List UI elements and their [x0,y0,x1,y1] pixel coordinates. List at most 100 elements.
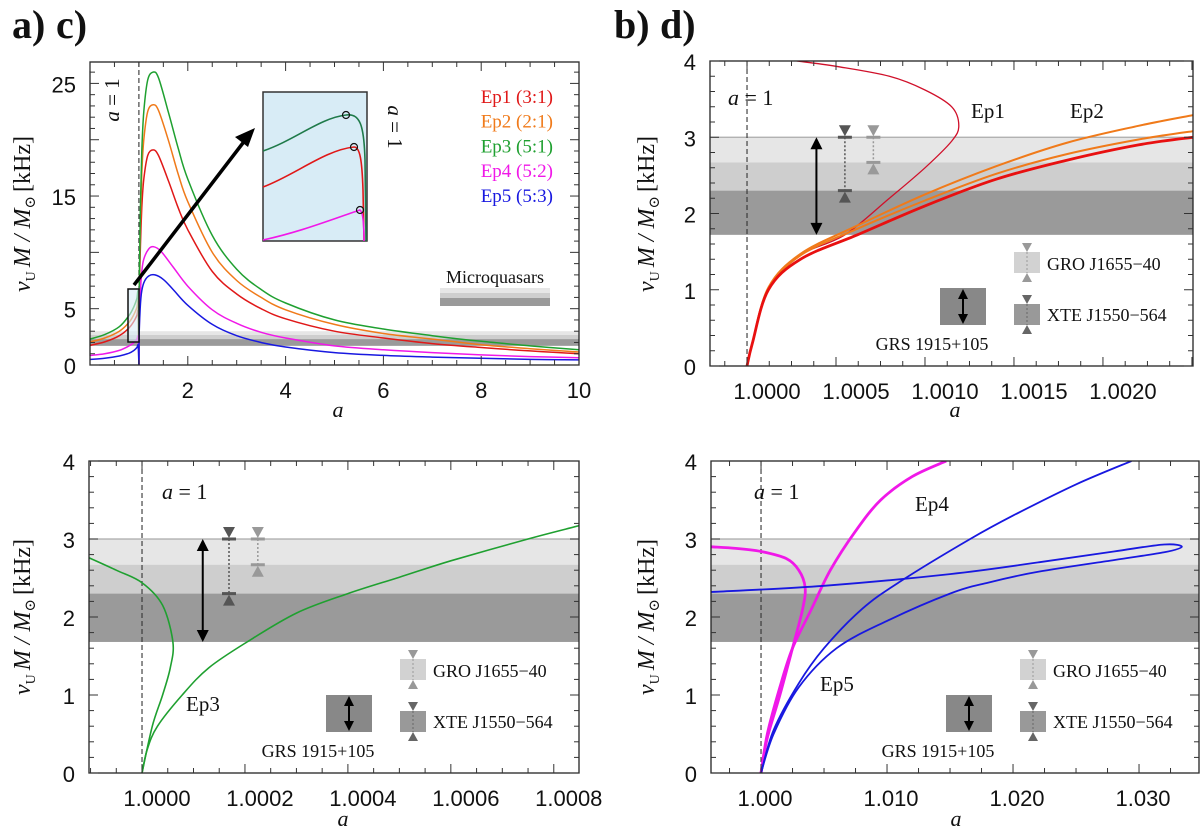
y-label-mass: M / M [634,207,660,269]
band-mid [90,334,579,340]
band-mid [89,564,579,594]
legend-entry-ep5: Ep5 (5:3) [481,186,553,207]
a1-label-rotated: a = 1 [100,78,124,121]
x-tick-label: 2 [182,378,194,403]
y-label-nu: ν [10,684,36,695]
y-label-mass: M / M [10,207,36,269]
panel-b: 1.0000 1.0005 1.0010 1.0015 1.0020 0 1 2 3 4 a νU M … [634,50,1194,422]
x-axis-label: a [950,397,961,422]
y-tick-label: 4 [63,450,75,475]
curve-label-ep3: Ep3 [186,692,220,716]
band-dark [710,190,1193,235]
legend-entry-ep3: Ep3 (5:1) [481,136,553,157]
x-tick-label: 1.010 [863,786,918,811]
panel-label-a: a) [12,2,45,47]
inset: a = 1 [262,91,407,242]
x-tick-label: 1.0010 [911,379,978,404]
curve-label-ep1: Ep1 [971,99,1005,123]
source-legend: GRO J1655−40 XTE J1550−564 GRS 1915+105 [262,650,553,761]
panel-labels: a) c) b) d) [12,2,696,47]
plot-area [711,461,1199,773]
a1-var: a [162,479,173,504]
obs-arrowhead-down [196,629,209,642]
legend-marker-up [1022,325,1032,334]
y-tick-label: 2 [684,203,696,228]
y-label-sun: ⊙ [647,196,663,209]
x-tick-label: 1.0006 [432,786,499,811]
series-line-ep5-seg1 [138,273,579,365]
legend-grs-arrowhead-up [344,696,354,706]
plot-area [90,62,579,365]
y-tick-label: 0 [64,354,76,379]
band-light [711,539,1199,565]
y-tick-label: 15 [52,185,76,210]
band-dark [711,593,1199,642]
panel-c: 1.0000 1.0002 1.0004 1.0006 1.0008 0 1 2 3 4 a νU M … [10,450,602,831]
y-label-unit: [kHz] [10,136,36,192]
band-mid [711,564,1199,594]
legend-grs-arrowhead-up [964,696,974,706]
x-tick-label: 1.0020 [1089,379,1156,404]
legend-entry-ep2: Ep2 (2:1) [481,112,553,133]
x-tick-label: 1.0002 [226,786,293,811]
a1-var: a [754,479,765,504]
zoom-arrow [132,137,248,287]
y-tick-label: 3 [685,528,697,553]
legend-swatch-gro [1014,252,1040,273]
legend-marker-down [1028,702,1038,711]
series-line-ep3-seg1 [138,71,579,365]
legend-swatch-xte [400,711,426,732]
obs-marker-down [867,125,880,137]
a1-var: a [728,85,739,110]
y-tick-label: 3 [684,126,696,151]
a1-rest: = 1 [765,479,799,504]
legend-label-gro: GRO J1655−40 [1047,254,1161,274]
legend-marker-up [1028,732,1038,741]
a1-label: a = 1 [162,479,207,504]
inset-peak-marker-ep4 [355,205,365,215]
band-mid [710,162,1193,191]
inset-curve-ep3 [262,114,367,242]
inset-peak-marker-ep3 [341,110,351,120]
y-tick-label: 1 [685,684,697,709]
y-axis-label: νU M / M⊙ [kHz] [10,136,39,292]
a1-rest: = 1 [173,479,207,504]
inset-peak-marker-ep1 [349,142,359,152]
y-tick-label: 0 [63,762,75,787]
x-tick-label: 1.0005 [822,379,889,404]
obs-marker-up [251,565,264,577]
series-line-s1-seg0 [711,543,1183,773]
legend-grs-arrowhead-down [958,314,968,324]
panel-d: 1.000 1.010 1.020 1.030 0 1 2 3 4 a νU M / M⊙ [kHz] a… [634,450,1200,831]
y-tick-label: 2 [63,606,75,631]
y-tick-label: 4 [685,450,697,475]
microquasars-legend: Microquasars [440,267,550,306]
obs-marker-up [867,163,880,175]
legend-grs-arrowhead-down [344,721,354,731]
legend-label-xte: XTE J1550−564 [1047,305,1167,325]
series-line-ep5-seg0 [90,344,140,365]
microquasars-swatch-light [440,288,550,293]
y-tick-label: 0 [685,762,697,787]
curve-label-ep2: Ep2 [1070,99,1104,123]
panel-label-d: d) [660,2,696,47]
obs-arrowhead-up [196,539,209,551]
panel-label-c: c) [56,2,87,47]
legend-entry-ep4: Ep4 (5:2) [481,161,553,182]
legend-grs-arrowhead-down [964,721,974,731]
legend-swatch-xte [1014,304,1040,325]
legend-marker-down [1028,650,1038,659]
y-tick-label: 25 [52,72,76,97]
x-tick-label: 1.0004 [329,786,396,811]
legend-marker-down [1022,295,1032,304]
source-legend: GRO J1655−40 XTE J1550−564 GRS 1915+105 [876,243,1167,354]
a1-var: a [100,111,124,122]
x-axis-label: a [338,806,349,831]
y-label-sub: U [24,674,39,684]
legend-label-grs: GRS 1915+105 [262,741,375,761]
band-light [90,331,579,335]
y-tick-label: 5 [64,298,76,323]
panel-label-b: b) [614,2,650,47]
inset-a1-label: a = 1 [383,105,407,148]
legend-marker-up [408,680,418,689]
